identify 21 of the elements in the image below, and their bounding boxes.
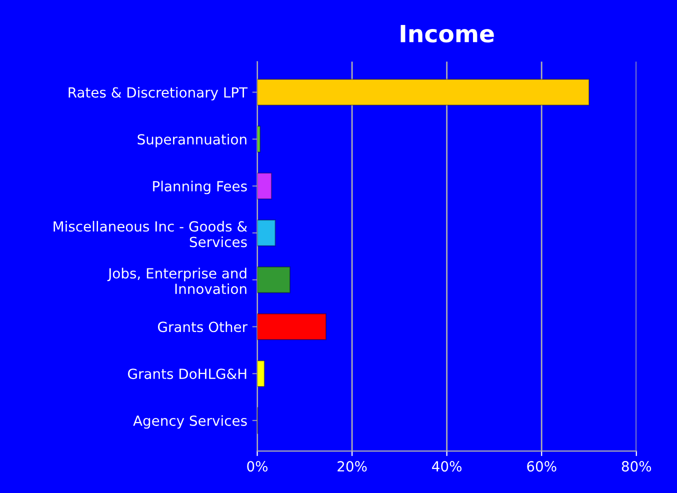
- bar: [257, 126, 261, 153]
- y-tick-label: Planning Fees: [153, 180, 247, 194]
- y-tick-label: Grants Other: [158, 321, 248, 332]
- bar: [257, 266, 291, 294]
- bar: [257, 313, 327, 340]
- y-tick-label: Rates & Discretionary LPT: [68, 86, 248, 100]
- y-tick-label: Superannuation: [138, 134, 246, 148]
- x-tick-label: 0%: [247, 461, 268, 472]
- bar: [257, 219, 276, 246]
- chart-title: Income: [400, 24, 494, 43]
- x-tick-label: 40%: [432, 461, 462, 472]
- y-tick-label: Grants DoHLG&H: [128, 368, 246, 380]
- x-tick-label: 20%: [338, 461, 367, 472]
- y-tick-label: Miscellaneous Inc - Goods & Services: [54, 220, 248, 248]
- x-tick-label: 80%: [622, 461, 652, 472]
- bar: [257, 172, 272, 200]
- x-tick-label: 60%: [527, 461, 556, 472]
- bar: [257, 360, 265, 388]
- y-tick-label: Agency Services: [133, 415, 247, 429]
- y-tick-label: Jobs, Enterprise and Innovation: [107, 268, 246, 294]
- bar: [257, 78, 590, 106]
